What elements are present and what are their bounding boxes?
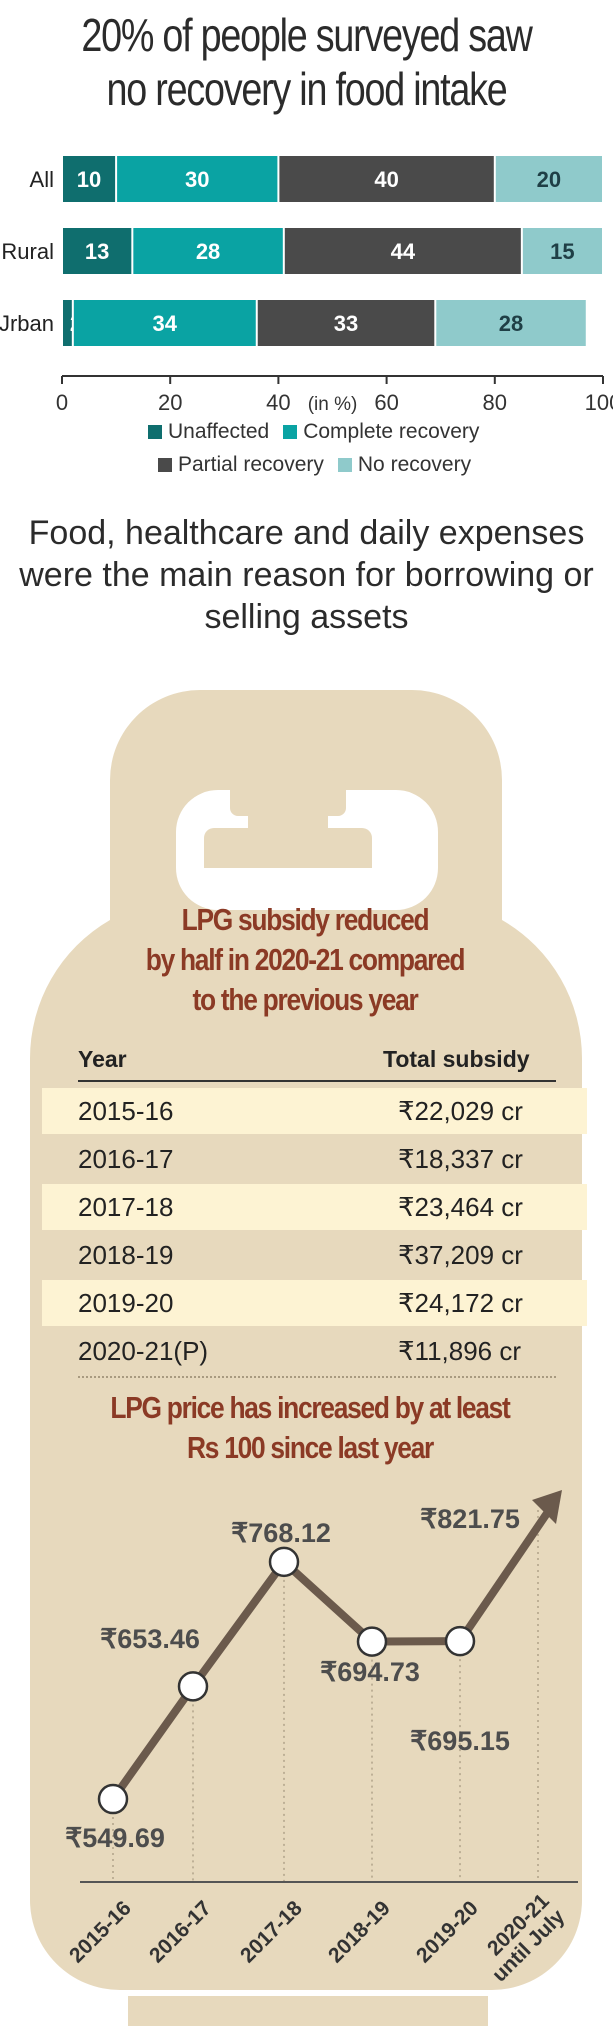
row-year: 2017-18 [78,1191,174,1222]
price-title: LPG price has increased by at least Rs 1… [110,1390,510,1465]
bar-value-label: 33 [334,311,358,336]
bar-value-label: 40 [374,167,398,192]
bar-value-label: 28 [499,311,523,336]
bar-value-label: 15 [550,239,574,264]
table-row: 2020-21(P) ₹11,896 cr [42,1328,587,1374]
bar-value-label: 10 [77,167,101,192]
price-value-label: ₹653.46 [100,1624,200,1654]
chart-title: 20% of people surveyed saw no recovery i… [81,9,533,115]
bar-segment [117,156,278,202]
row-subsidy: ₹22,029 cr [398,1095,523,1126]
legend-label-partial-recovery: Partial recovery [178,453,324,476]
lpg-cylinder-graphic [29,690,583,2026]
table-row: 2017-18 ₹23,464 cr [42,1184,587,1230]
bar-segment [279,156,494,202]
bar-segment [257,300,435,346]
bar-value-label: 20 [537,167,561,192]
row-subsidy: ₹23,464 cr [398,1191,523,1222]
category-label: All [30,167,54,192]
bar-segment [63,156,116,202]
table-bottom-rule [78,1376,556,1378]
table-row: 2018-19 ₹37,209 cr [42,1232,587,1278]
bar-segment [63,300,72,346]
data-point [356,1626,388,1657]
row-year: 2015-16 [78,1095,174,1126]
arrow-head-icon [532,1490,562,1524]
bar-segment [284,228,521,274]
x-tick-label: 60 [374,390,398,415]
x-tick-label-line: 2016-17 [145,1897,216,1968]
table-header-rule [78,1080,556,1082]
legend-swatch-no-recovery [337,458,352,472]
bar-segment [133,228,283,274]
bar-value-label: 13 [85,239,109,264]
stacked-bar-chart: All10304020Rural13284415Jrban23433280204… [0,156,613,415]
table-row: 2015-16 ₹22,029 cr [42,1088,587,1134]
x-tick-label: 2015-16 [65,1897,136,1968]
lpg-price-line-chart: ₹549.69 ₹653.46 ₹768.12 ₹694.73 ₹695.15 ₹821.… [65,1490,578,1987]
legend-swatch-complete-recovery [283,425,298,439]
x-tick-label: 2017-18 [236,1896,307,1967]
row-subsidy: ₹18,337 cr [398,1143,523,1174]
price-value-label: ₹695.15 [410,1726,510,1756]
bar-value-label: 28 [196,239,220,264]
x-tick-label: 2016-17 [145,1897,216,1968]
price-value-label: ₹549.69 [65,1823,165,1853]
x-tick-label-line: 2017-18 [236,1896,307,1967]
bar-segment [522,228,602,274]
x-tick-label-line: 2018-19 [324,1897,395,1968]
bar-segment [63,228,132,274]
legend-label-unaffected: Unaffected [168,420,270,443]
bar-segment [436,300,586,346]
x-tick-label-line: 2015-16 [65,1897,136,1968]
x-tick-label: 100 [585,390,613,415]
category-label: Jrban [0,311,54,336]
data-point [97,1783,129,1815]
table-header-total-subsidy: Total subsidy [383,1046,530,1072]
subtitle: Food, healthcare and daily expenses were… [19,514,594,636]
price-value-label: ₹821.75 [420,1504,520,1534]
x-tick-label: 2019-20 [412,1897,483,1968]
bar-value-label: 34 [153,311,178,336]
x-tick-label: 2018-19 [324,1897,395,1968]
x-tick-label: 80 [483,390,507,415]
data-point [444,1625,476,1657]
legend-swatch-unaffected [148,425,162,439]
x-tick-label: 40 [266,390,290,415]
legend-row-1: Unaffected Complete recovery [148,420,479,444]
row-subsidy: ₹11,896 cr [398,1335,522,1366]
row-year: 2020-21(P) [78,1335,209,1366]
legend-label-no-recovery: No recovery [357,453,472,476]
legend-swatch-partial-recovery [158,458,172,472]
bar-segment [73,300,256,346]
category-label: Rural [1,239,54,264]
data-point [177,1671,209,1702]
bar-value-label: 44 [391,239,416,264]
x-tick-label: 0 [56,390,68,415]
row-subsidy: ₹24,172 cr [398,1287,523,1318]
data-point [268,1546,300,1578]
x-tick-label: 20 [158,390,182,415]
table-row: 2016-17 ₹18,337 cr [42,1136,587,1182]
x-tick-label-line: 2019-20 [412,1897,483,1968]
price-line-arrow-segment [456,1497,560,1644]
row-year: 2019-20 [78,1287,174,1318]
row-year: 2016-17 [78,1143,174,1174]
price-value-label: ₹694.73 [320,1657,420,1687]
row-year: 2018-19 [78,1239,174,1270]
table-row: 2019-20 ₹24,172 cr [42,1280,587,1326]
unit-label: (in %) [308,394,358,415]
row-subsidy: ₹37,209 cr [398,1239,523,1270]
legend-label-complete-recovery: Complete recovery [303,420,480,443]
bar-segment [495,156,602,202]
table-header-year: Year [78,1046,127,1072]
bar-value-label: 30 [185,167,209,192]
price-value-label: ₹768.12 [231,1518,331,1548]
legend-row-2: Partial recovery No recovery [158,453,471,477]
subsidy-title: LPG subsidy reduced by half in 2020-21 c… [145,902,466,1017]
